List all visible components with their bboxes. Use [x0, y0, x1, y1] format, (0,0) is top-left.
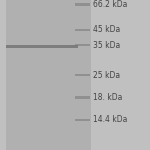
Text: 35 kDa: 35 kDa — [93, 40, 120, 50]
Bar — [6, 0, 91, 150]
Text: 25 kDa: 25 kDa — [93, 70, 120, 80]
Text: 14.4 kDa: 14.4 kDa — [93, 116, 127, 124]
Bar — [75, 29, 90, 31]
Bar — [75, 74, 90, 76]
Bar — [6, 45, 78, 48]
Bar — [75, 119, 90, 121]
Text: 66.2 kDa: 66.2 kDa — [93, 0, 127, 9]
Bar — [75, 3, 90, 6]
Text: 45 kDa: 45 kDa — [93, 26, 120, 34]
Text: 18. kDa: 18. kDa — [93, 93, 122, 102]
Bar — [75, 44, 90, 46]
Bar — [75, 96, 90, 99]
